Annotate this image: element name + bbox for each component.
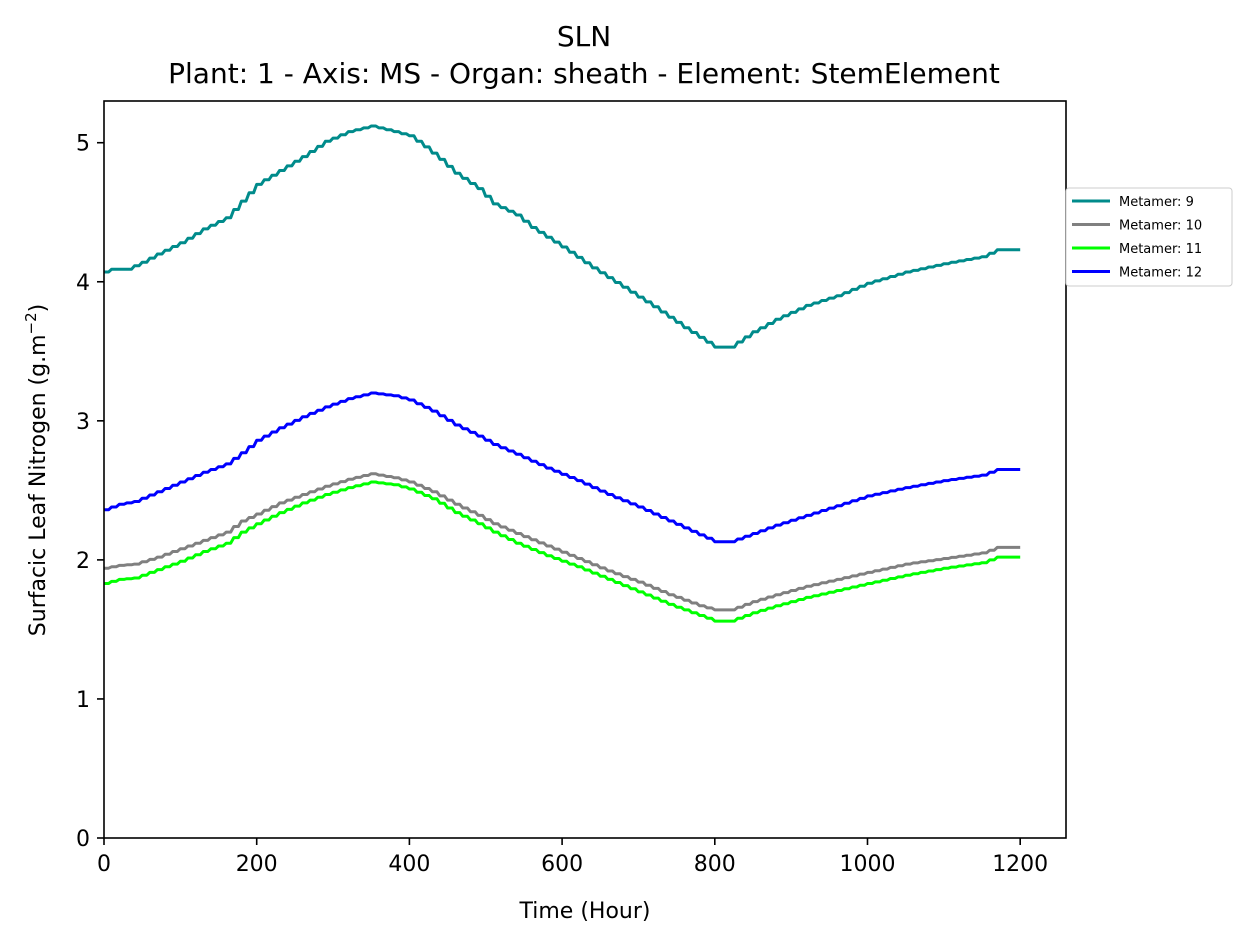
series-line-1 — [104, 124, 1021, 349]
y-axis-label: Surfacic Leaf Nitrogen (g.m−2) — [22, 304, 51, 636]
legend: Metamer: 9 Metamer: 10 Metamer: 11 Metamer:… — [1065, 187, 1233, 287]
x-axis-ticks: 0 200 400 600 800 1000 1200 — [97, 838, 1048, 877]
x-axis-label: Time (Hour) — [519, 899, 651, 924]
y-axis-label-main: Surfacic Leaf Nitrogen (g.m — [26, 334, 51, 636]
y-axis-label-exponent: −2 — [22, 312, 40, 334]
x-tick-label: 1200 — [992, 852, 1048, 877]
x-tick-label: 1000 — [839, 852, 895, 877]
plot-lines — [104, 124, 1021, 623]
series-line-3 — [104, 480, 1021, 623]
legend-label: Metamer: 10 — [1119, 219, 1202, 234]
x-tick-label: 400 — [388, 852, 430, 877]
y-tick-label: 0 — [76, 827, 90, 852]
y-tick-label: 4 — [76, 271, 90, 296]
plot-frame — [103, 100, 1067, 839]
legend-box — [1065, 187, 1233, 287]
legend-label: Metamer: 9 — [1119, 195, 1194, 210]
x-tick-label: 0 — [97, 852, 111, 877]
x-tick-label: 600 — [541, 852, 583, 877]
chart-subtitle: Plant: 1 - Axis: MS - Organ: sheath - El… — [168, 57, 1000, 90]
legend-label: Metamer: 12 — [1119, 266, 1202, 281]
y-tick-label: 2 — [76, 549, 90, 574]
y-tick-label: 5 — [76, 132, 90, 157]
x-tick-label: 800 — [694, 852, 736, 877]
y-axis-label-suffix: ) — [26, 304, 51, 313]
y-tick-label: 3 — [76, 410, 90, 435]
chart-title: SLN — [557, 20, 611, 53]
x-tick-label: 200 — [236, 852, 278, 877]
series-line-4 — [104, 391, 1021, 544]
series-line-2 — [104, 472, 1021, 612]
legend-label: Metamer: 11 — [1119, 242, 1202, 257]
y-tick-label: 1 — [76, 688, 90, 713]
y-axis-ticks: 0 1 2 3 4 5 — [76, 132, 104, 852]
